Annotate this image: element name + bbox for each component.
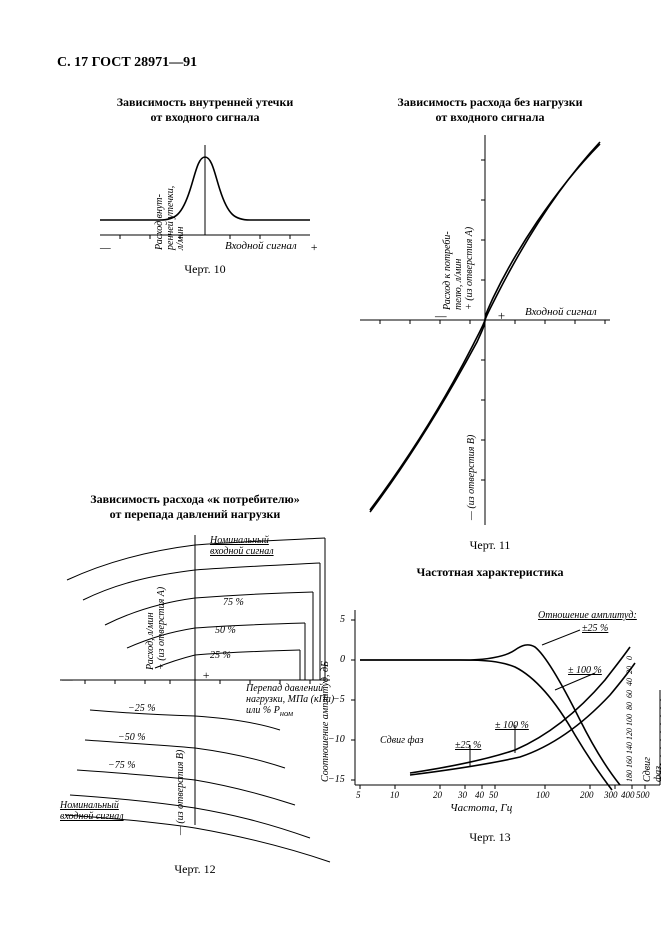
fig13-ph25: ±25 % [455,740,481,751]
fig13-amp100: ± 100 % [568,665,602,676]
fig13-phase-label: Сдвиг фаз [380,735,423,746]
fig13-x10: 10 [390,790,399,800]
fig12-p75: 75 % [223,597,244,608]
fig10-plus: + [310,240,318,255]
fig13-x50: 50 [489,790,498,800]
fig13-x400: 400 [621,790,635,800]
fig13-x100: 100 [536,790,550,800]
fig12-p25: 25 % [210,650,231,661]
fig11-caption: Черт. 11 [365,538,615,553]
fig13-ylabel: Соотношение амплитуд, дБ [320,661,331,782]
fig13-ym5: −5 [333,694,345,705]
fig12-m50: −50 % [118,732,146,743]
fig13-y2-ticks: 180 160 140 120 100 80 60 40 20 0 [625,656,634,782]
fig12-ylabel-bot: — (из отверстия B) [175,750,186,835]
fig12-title: Зависимость расхода «к потребителю» от п… [60,492,330,522]
fig13-chart [330,595,661,820]
fig13-title: Частотная характеристика [355,565,625,580]
fig11-xlabel: Входной сигнал [525,306,597,318]
page: С. 17 ГОСТ 28971—91 Зависимость внутренн… [0,0,661,936]
fig12-minus: — [62,672,73,687]
fig12-plus: + [202,668,210,683]
fig11-chart [355,130,615,530]
fig11-ylabel-bot: — (из отверстия B) [466,435,477,520]
fig11-title: Зависимость расхода без нагрузки от вход… [365,95,615,125]
fig10-title: Зависимость внутренней утечки от входног… [95,95,315,125]
fig13-y5: 5 [340,614,345,625]
fig13-amp25: ±25 % [582,623,608,634]
fig11-ylabel-top: Расход к потреби- телю, л/мин + (из отве… [442,145,475,310]
fig12-m75: −75 % [108,760,136,771]
fig10-xlabel: Входной сигнал [225,240,297,252]
fig13-y0: 0 [340,654,345,665]
fig13-x300: 300 [604,790,618,800]
fig13-x40: 40 [475,790,484,800]
fig12-m25: −25 % [128,703,156,714]
fig10-ylabel: Расход внут- ренней утечки, л/мин [155,155,187,250]
fig13-x200: 200 [580,790,594,800]
fig12-ylabel-top: Расход, л/мин + (из отверстия А) [145,540,167,670]
fig11-plus: + [497,308,506,324]
fig13-x500: 500 [636,790,650,800]
fig13-caption: Черт. 13 [355,830,625,845]
fig12-p50: 50 % [215,625,236,636]
fig13-x30: 30 [458,790,467,800]
fig13-xlabel: Частота, Гц [450,802,512,814]
fig13-x5: 5 [356,790,361,800]
fig10-caption: Черт. 10 [95,262,315,277]
page-header: С. 17 ГОСТ 28971—91 [57,55,197,71]
fig12-caption: Черт. 12 [60,862,330,877]
fig13-legend-amp: Отношение амплитуд: [538,610,637,621]
fig11-minus: — [435,308,447,324]
fig13-y2label: Сдвиг фаз, градусы [642,748,661,782]
fig12-nominal-top: Номинальныйвходной сигнал [210,535,274,557]
fig10-minus: — [100,240,111,255]
fig12-nominal-bot: Номинальныйвходной сигнал [60,800,124,822]
fig13-x20: 20 [433,790,442,800]
fig13-ph100: ± 100 % [495,720,529,731]
